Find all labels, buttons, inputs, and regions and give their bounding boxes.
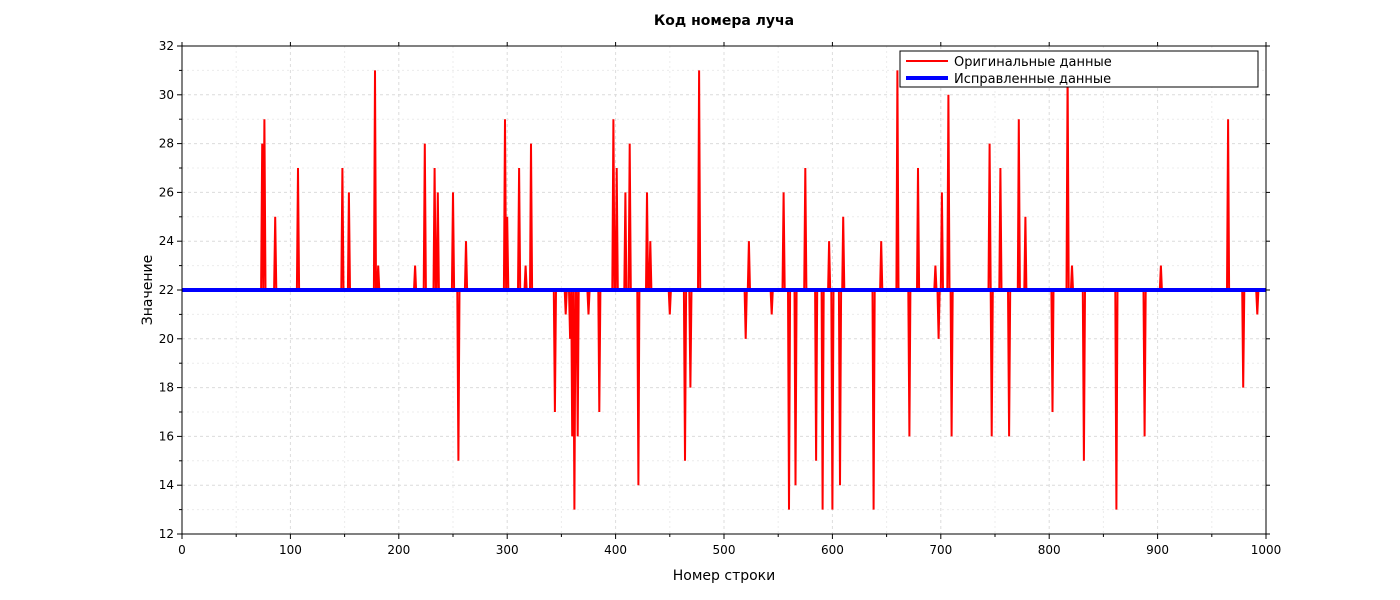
y-tick-label: 32 <box>159 39 174 53</box>
y-tick-label: 28 <box>159 137 174 151</box>
y-tick-label: 24 <box>159 234 174 248</box>
y-tick-label: 30 <box>159 88 174 102</box>
y-tick-label: 12 <box>159 527 174 541</box>
y-tick-label: 26 <box>159 185 174 199</box>
y-tick-label: 14 <box>159 478 174 492</box>
y-tick-label: 18 <box>159 381 174 395</box>
y-tick-label: 22 <box>159 283 174 297</box>
x-tick-label: 500 <box>713 543 736 557</box>
legend-box <box>899 50 1259 88</box>
x-tick-label: 400 <box>604 543 627 557</box>
x-tick-label: 900 <box>1146 543 1169 557</box>
y-tick-label: 20 <box>159 332 174 346</box>
chart-title: Код номера луча <box>654 13 794 29</box>
x-tick-label: 100 <box>279 543 302 557</box>
x-tick-label: 0 <box>178 543 186 557</box>
x-tick-label: 200 <box>387 543 410 557</box>
x-tick-label: 700 <box>929 543 952 557</box>
legend-label-original: Оригинальные данные <box>954 55 1112 70</box>
x-tick-label: 600 <box>821 543 844 557</box>
y-axis-title: Значение <box>140 255 156 325</box>
legend-label-corrected: Исправленные данные <box>954 72 1111 87</box>
x-tick-label: 1000 <box>1251 543 1282 557</box>
x-tick-label: 800 <box>1038 543 1061 557</box>
x-axis-title: Номер строки <box>673 568 775 584</box>
x-tick-label: 300 <box>496 543 519 557</box>
y-tick-label: 16 <box>159 429 174 443</box>
